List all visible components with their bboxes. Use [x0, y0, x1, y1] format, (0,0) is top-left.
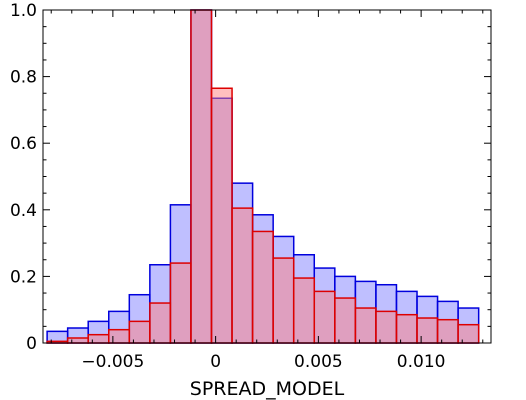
histogram-series-2	[46, 9, 480, 344]
histogram-bar	[334, 297, 357, 344]
histogram-bar	[395, 313, 418, 344]
histogram-bar	[436, 318, 459, 344]
histogram-bar	[231, 207, 254, 344]
histogram-bar	[251, 230, 274, 344]
x-tick-label: 0	[210, 352, 221, 372]
histogram-bars	[46, 9, 480, 344]
histogram-bar	[313, 290, 336, 344]
y-tick-label: 0	[26, 334, 37, 354]
x-axis-title: SPREAD_MODEL	[190, 378, 345, 400]
histogram-bar	[416, 317, 439, 344]
histogram-bar	[108, 328, 131, 344]
histogram-bar	[190, 9, 213, 344]
y-tick-label: 1.0	[10, 1, 37, 21]
histogram-bar	[457, 323, 480, 344]
histogram-bar	[272, 257, 295, 344]
histogram-bar	[169, 262, 192, 344]
x-tick-label: −0.005	[81, 352, 144, 372]
x-tick-label: 0.005	[294, 352, 343, 372]
axis-tick-labels: 0 0.2 0.4 0.6 0.8 1.0 −0.005 0 0.005 0.010	[10, 1, 446, 372]
histogram-bar	[149, 302, 172, 344]
x-tick-label: 0.010	[397, 352, 446, 372]
y-tick-label: 0.6	[10, 134, 37, 154]
axis-ticks	[43, 9, 491, 344]
histogram-bar	[87, 333, 110, 344]
histogram-bar	[210, 87, 233, 344]
y-tick-label: 0.2	[10, 267, 37, 287]
y-tick-label: 0.4	[10, 201, 37, 221]
histogram-bar	[128, 320, 151, 344]
y-tick-label: 0.8	[10, 68, 37, 88]
histogram-bar	[66, 337, 89, 344]
histogram-bar	[375, 310, 398, 344]
histogram-bar	[354, 307, 377, 344]
histogram-bar	[292, 277, 316, 344]
